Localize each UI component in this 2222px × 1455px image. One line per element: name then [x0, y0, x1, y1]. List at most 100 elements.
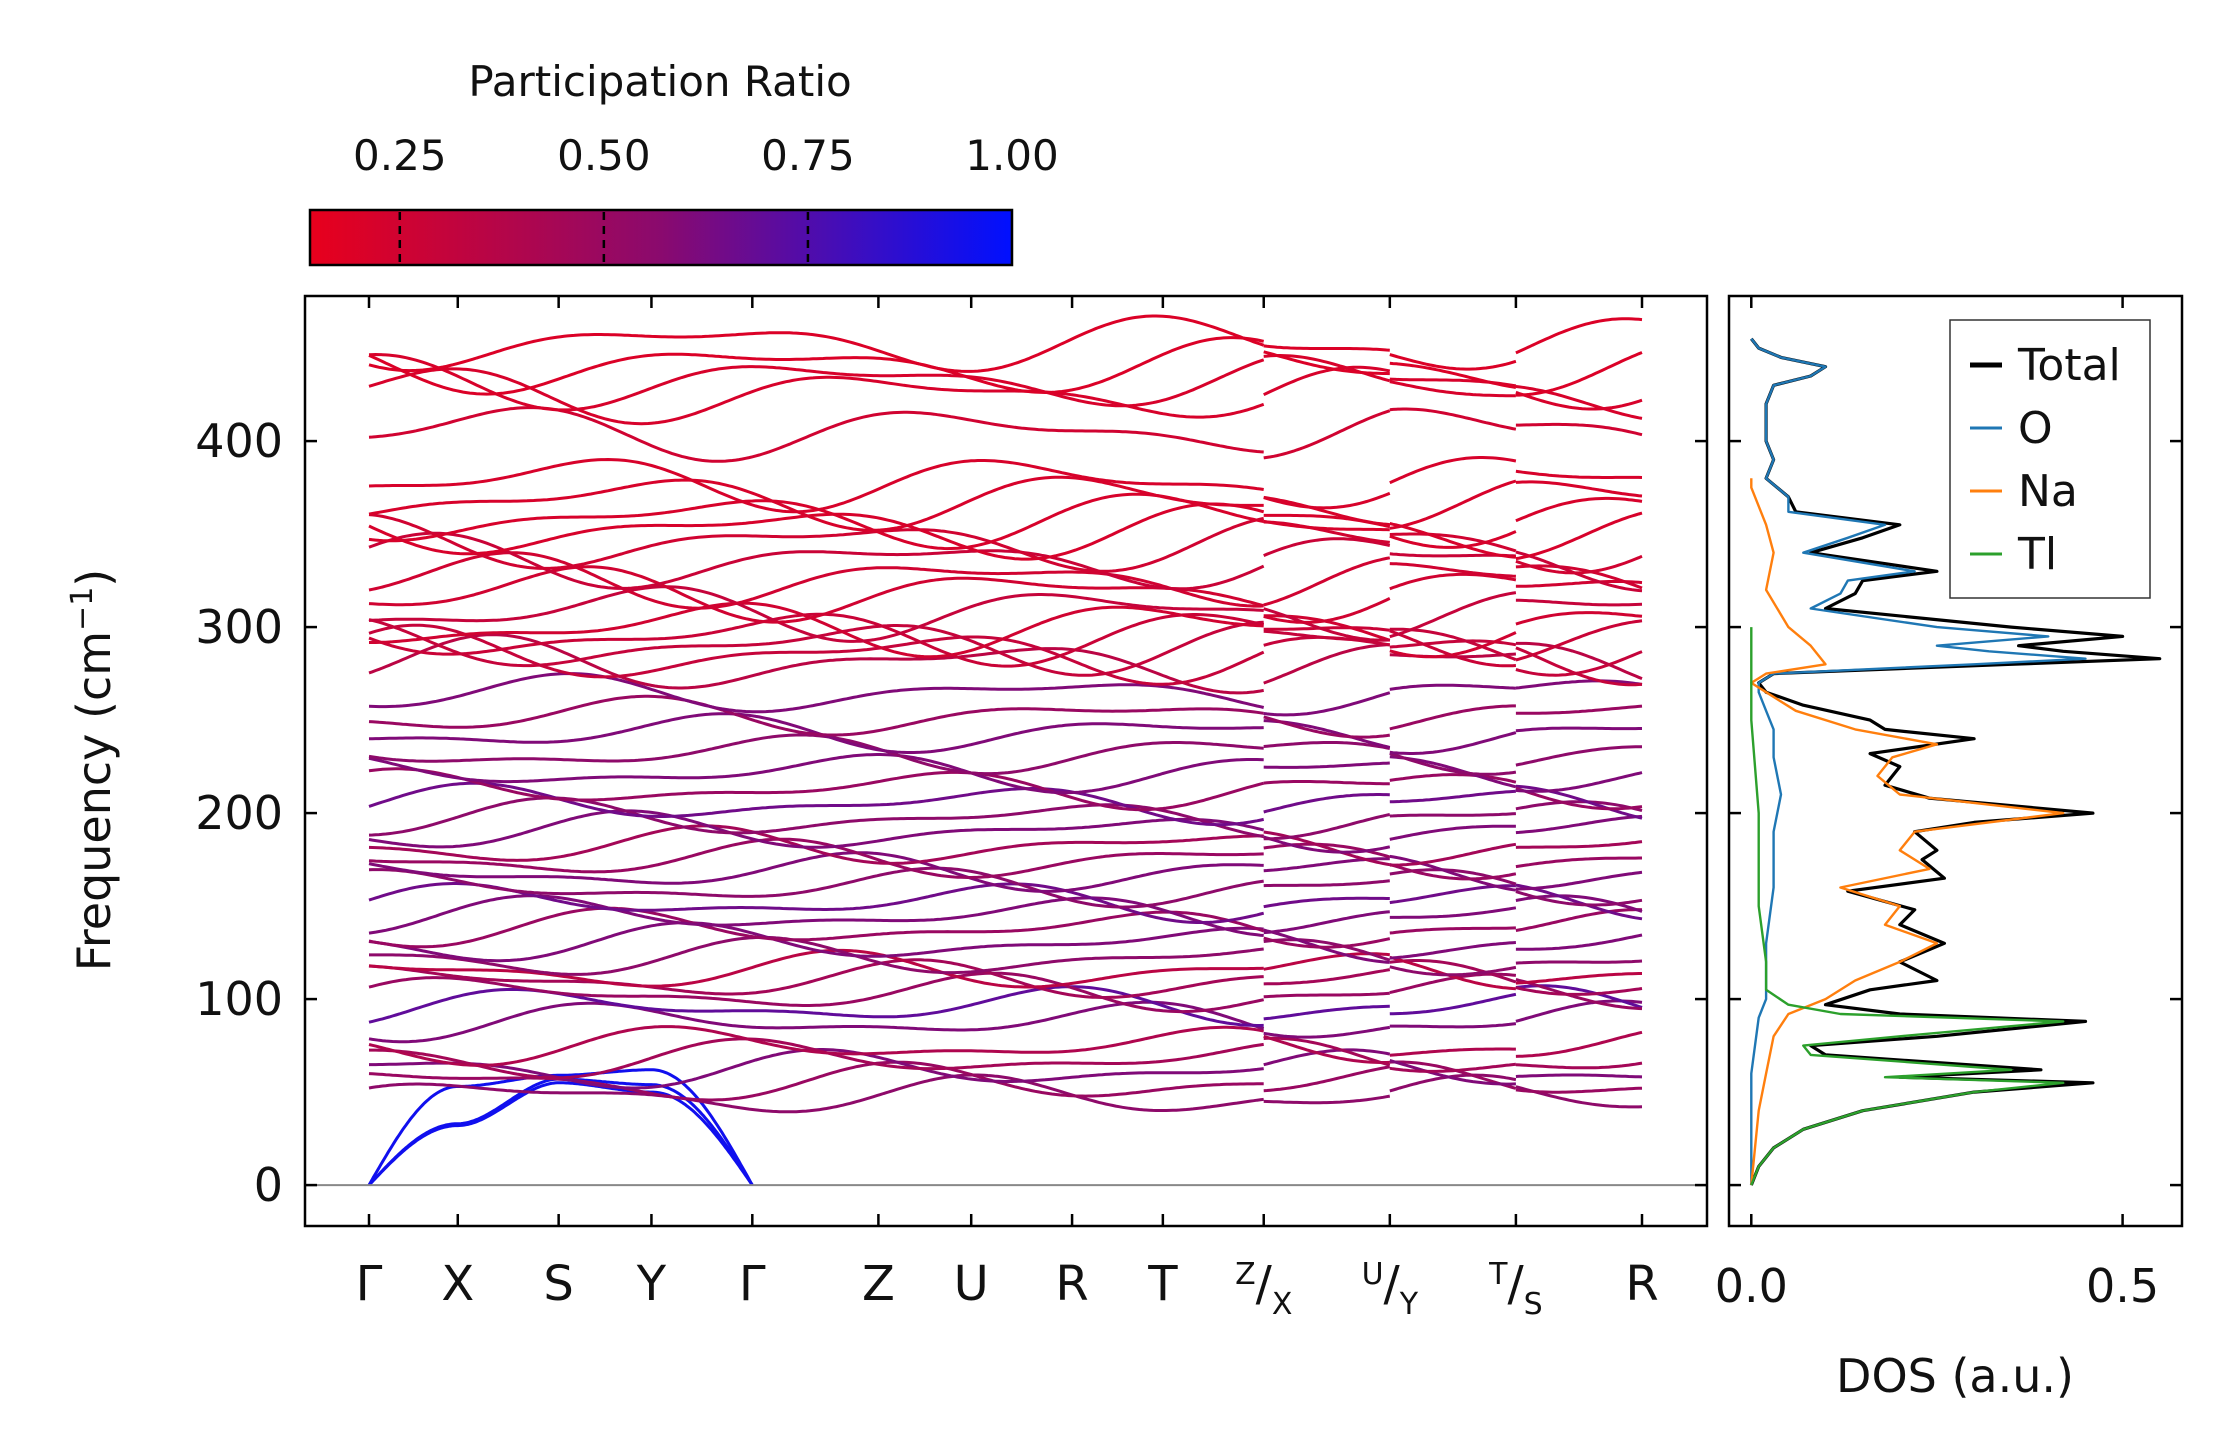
band-xtick-label-4: Γ	[739, 1256, 766, 1312]
optical-band-35-seg-1	[1263, 556, 1391, 607]
band-xtick-label-9: Z/X	[1235, 1256, 1292, 1322]
optical-band-12-seg-0	[368, 906, 1265, 949]
optical-band-38-seg-3	[1515, 511, 1643, 561]
optical-band-32-seg-3	[1515, 611, 1643, 626]
dos-ticks: 0.0 0.5	[1715, 296, 2182, 1313]
band-ytick-label-3: 300	[195, 600, 283, 654]
optical-band-43-seg-0	[368, 367, 1265, 426]
optical-band-12-seg-3	[1515, 908, 1643, 932]
optical-band-27-seg-0	[368, 672, 1265, 714]
colorbar-tick-label-1: 0.50	[557, 131, 651, 180]
optical-band-8-seg-3	[1515, 986, 1643, 996]
optical-band-13-seg-2	[1389, 906, 1517, 919]
optical-band-43-seg-3	[1515, 385, 1643, 420]
optical-band-2-seg-1	[1263, 1048, 1391, 1067]
optical-band-42-seg-0	[368, 406, 1264, 463]
optical-band-16-seg-0	[368, 851, 1264, 893]
optical-band-31-seg-1	[1263, 626, 1390, 632]
optical-band-40-seg-0	[368, 475, 1264, 532]
optical-band-6-seg-0	[368, 985, 1264, 1027]
optical-band-33-seg-3	[1515, 598, 1643, 607]
dos-x-axis-label: DOS (a.u.)	[1836, 1349, 2074, 1403]
optical-band-21-seg-0	[368, 781, 1265, 827]
optical-band-34-seg-1	[1263, 597, 1391, 624]
dos-axes-frame	[1727, 294, 2184, 1228]
optical-band-16-seg-2	[1389, 854, 1517, 892]
optical-band-24-seg-1	[1263, 741, 1391, 750]
optical-band-36-seg-0	[368, 531, 1265, 591]
band-xtick-label-10: U/Y	[1362, 1256, 1419, 1322]
optical-band-25-seg-3	[1515, 726, 1642, 733]
optical-band-5-seg-3	[1515, 999, 1643, 1023]
optical-band-19-seg-1	[1263, 835, 1391, 854]
optical-band-28-seg-1	[1263, 643, 1390, 685]
optical-band-38-seg-1	[1263, 519, 1390, 532]
optical-band-39-seg-3	[1515, 496, 1643, 523]
optical-band-45-seg-3	[1515, 351, 1643, 397]
optical-band-46-seg-2	[1389, 353, 1517, 371]
optical-band-21-seg-1	[1263, 793, 1390, 814]
optical-band-0-seg-1	[1263, 1094, 1391, 1105]
optical-band-46-seg-1	[1263, 344, 1390, 352]
optical-band-37-seg-0	[368, 513, 1265, 573]
band-y-ticks: 0 100 200 300 400	[195, 414, 1707, 1212]
optical-band-30-seg-3	[1515, 650, 1643, 677]
optical-band-31-seg-0	[368, 612, 1265, 668]
optical-band-1-seg-1	[1263, 1065, 1391, 1093]
optical-band-39-seg-2	[1389, 530, 1517, 549]
optical-band-35-seg-3	[1515, 564, 1643, 590]
optical-band-36-seg-1	[1263, 537, 1391, 557]
optical-band-21-seg-2	[1389, 789, 1516, 804]
optical-band-19-seg-2	[1389, 824, 1516, 841]
optical-band-17-seg-3	[1515, 856, 1642, 869]
optical-band-8-seg-1	[1263, 968, 1391, 986]
dos-panel: 0.0 0.5 DOS (a.u.) Total O Na Tl	[1715, 294, 2184, 1403]
optical-band-31-seg-3	[1515, 619, 1643, 662]
dos-lines	[1749, 337, 2162, 1186]
optical-band-33-seg-1	[1263, 607, 1390, 642]
optical-band-10-seg-3	[1515, 959, 1643, 965]
optical-band-20-seg-3	[1515, 800, 1643, 813]
optical-band-9-seg-3	[1515, 972, 1642, 985]
optical-band-23-seg-0	[368, 753, 1264, 795]
optical-band-18-seg-2	[1389, 842, 1517, 867]
band-xtick-label-11: T/S	[1488, 1256, 1543, 1322]
optical-band-10-seg-2	[1389, 965, 1517, 977]
optical-band-44-seg-1	[1263, 354, 1391, 383]
optical-band-36-seg-3	[1515, 550, 1643, 593]
optical-band-1-seg-0	[368, 1060, 1264, 1102]
optical-band-8-seg-2	[1389, 959, 1517, 984]
optical-band-17-seg-2	[1389, 862, 1517, 881]
band-xtick-label-8: T	[1147, 1256, 1178, 1312]
optical-band-6-seg-1	[1263, 1004, 1390, 1021]
optical-band-18-seg-1	[1263, 830, 1391, 867]
optical-band-45-seg-2	[1389, 361, 1517, 389]
optical-band-42-seg-3	[1515, 422, 1643, 437]
band-ytick-label-2: 200	[195, 786, 283, 840]
optical-band-29-seg-0	[368, 623, 1265, 686]
optical-band-45-seg-0	[368, 336, 1265, 396]
dos-legend: Total O Na Tl	[1949, 319, 2151, 599]
optical-band-38-seg-0	[368, 502, 1265, 561]
optical-band-1-seg-3	[1515, 1086, 1643, 1094]
optical-band-26-seg-2	[1389, 704, 1516, 731]
optical-band-13-seg-0	[368, 894, 1264, 937]
optical-band-11-seg-2	[1389, 941, 1516, 960]
optical-band-37-seg-3	[1515, 554, 1643, 575]
optical-band-35-seg-2	[1389, 562, 1516, 578]
optical-band-40-seg-2	[1389, 479, 1517, 530]
optical-band-3-seg-1	[1263, 1036, 1391, 1067]
optical-band-11-seg-0	[368, 921, 1264, 963]
optical-band-26-seg-0	[368, 694, 1264, 737]
optical-band-17-seg-0	[368, 837, 1264, 879]
optical-band-20-seg-2	[1389, 812, 1516, 818]
optical-band-7-seg-3	[1515, 978, 1643, 1011]
colorbar-tick-labels: 0.25 0.50 0.75 1.00	[353, 131, 1059, 180]
optical-band-33-seg-0	[368, 585, 1264, 643]
optical-band-7-seg-0	[368, 971, 1265, 1014]
optical-band-27-seg-3	[1515, 679, 1643, 690]
optical-band-12-seg-2	[1389, 926, 1516, 935]
band-structure-panel: 0 100 200 300 400 Γ X S Y Γ Z U R T Z/X U/Y T/S R Freque…	[65, 294, 1709, 1322]
optical-band-27-seg-1	[1263, 691, 1391, 717]
